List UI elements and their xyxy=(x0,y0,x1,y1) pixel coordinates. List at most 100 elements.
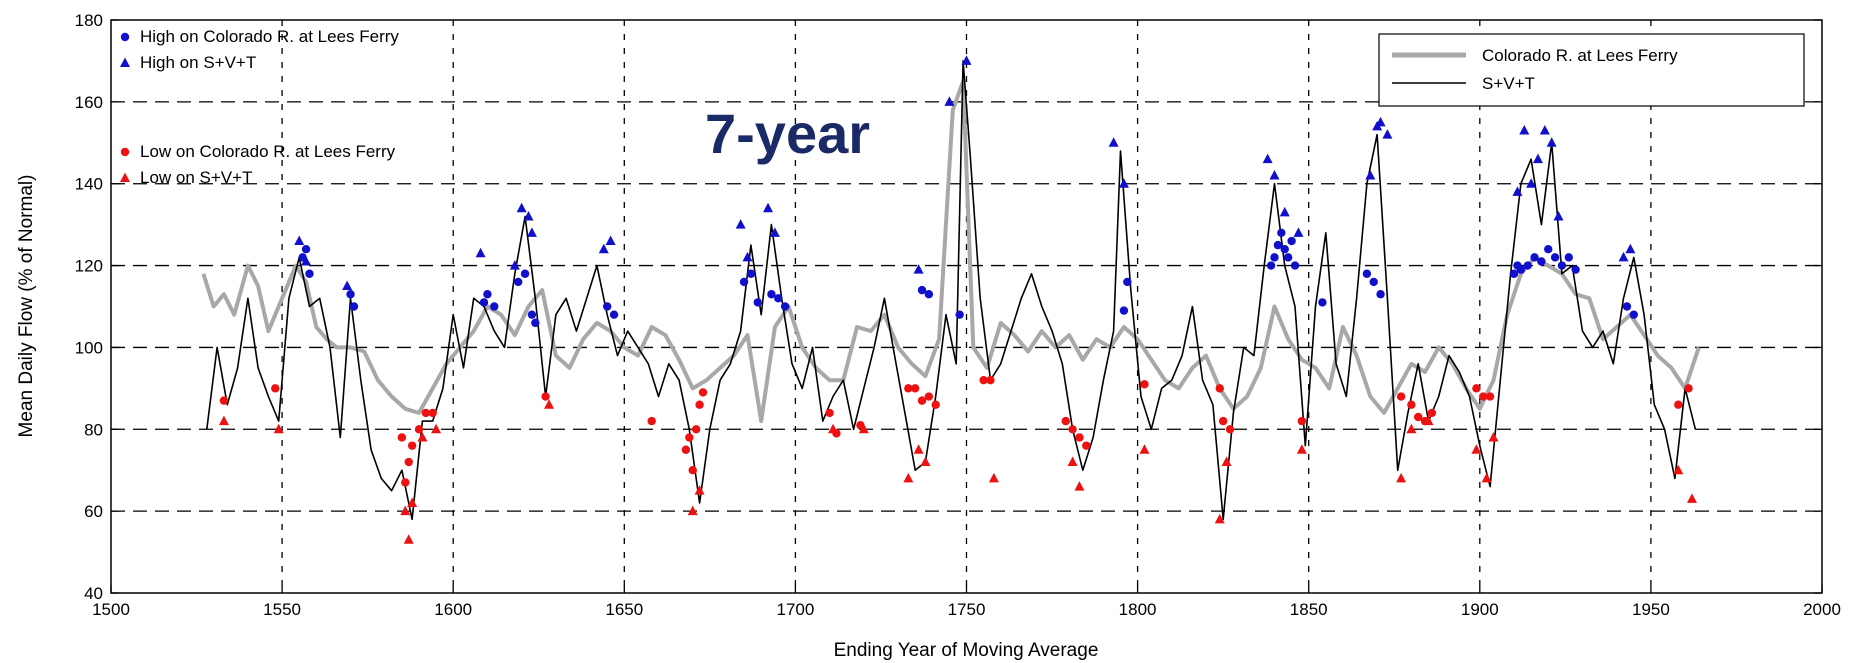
low-svt-marker xyxy=(1481,472,1492,483)
high-svt-marker xyxy=(509,260,520,270)
low-svt-marker xyxy=(858,423,869,434)
high-svt-marker xyxy=(1625,243,1636,254)
x-tick-label: 1900 xyxy=(1461,600,1499,619)
low-colorado-marker xyxy=(1407,400,1416,409)
x-axis-label: Ending Year of Moving Average xyxy=(834,640,1099,661)
low-svt-marker xyxy=(1673,464,1684,475)
low-colorado-marker xyxy=(401,478,410,487)
high-svt-marker xyxy=(742,251,753,262)
low-svt-marker xyxy=(544,399,555,409)
x-tick-label: 1500 xyxy=(92,600,130,619)
y-tick-label: 60 xyxy=(84,502,103,521)
legend-line-svt-label: S+V+T xyxy=(1482,74,1535,93)
low-svt-marker xyxy=(403,534,414,544)
legend-marker-swatch xyxy=(120,147,130,157)
low-svt-marker xyxy=(1214,513,1225,524)
high-svt-marker xyxy=(1539,125,1550,135)
low-colorado-marker xyxy=(1414,412,1423,422)
high-colorado-marker xyxy=(602,302,612,311)
high-svt-marker xyxy=(526,227,537,237)
high-colorado-marker xyxy=(520,269,530,278)
low-colorado-marker xyxy=(698,388,708,397)
y-tick-label: 80 xyxy=(84,420,103,439)
low-colorado-marker xyxy=(1082,441,1091,450)
high-svt-marker xyxy=(763,202,774,213)
high-svt-marker xyxy=(342,280,353,291)
high-svt-marker xyxy=(1532,153,1543,164)
high-colorado-marker xyxy=(1629,310,1638,319)
high-colorado-marker xyxy=(527,310,537,319)
high-svt-marker xyxy=(523,210,534,221)
y-tick-label: 120 xyxy=(75,257,103,276)
low-colorado-marker xyxy=(1485,392,1495,401)
low-svt-marker xyxy=(417,431,428,442)
low-svt-marker xyxy=(1067,456,1078,467)
legend-lines-box xyxy=(1378,33,1805,107)
high-svt-marker xyxy=(1108,137,1119,147)
overlay-label: 7-year xyxy=(705,102,870,165)
low-colorado-marker xyxy=(1140,380,1149,389)
low-svt-marker xyxy=(1488,431,1499,442)
low-colorado-marker xyxy=(219,396,229,405)
high-colorado-marker xyxy=(609,310,619,319)
legend-marker-label: Low on Colorado R. at Lees Ferry xyxy=(140,142,396,161)
high-svt-marker xyxy=(1262,153,1273,164)
low-svt-marker xyxy=(431,423,442,434)
low-colorado-marker xyxy=(1218,416,1228,426)
low-colorado-marker xyxy=(1075,433,1084,442)
low-svt-marker xyxy=(1074,481,1085,491)
high-svt-marker xyxy=(1293,227,1304,237)
high-svt-marker xyxy=(1118,178,1129,188)
high-colorado-marker xyxy=(1123,277,1132,287)
low-colorado-marker xyxy=(1297,416,1307,426)
y-tick-label: 180 xyxy=(75,11,103,30)
high-colorado-marker xyxy=(301,245,311,254)
low-colorado-marker xyxy=(1061,416,1070,426)
x-tick-label: 1650 xyxy=(605,600,643,619)
high-colorado-marker xyxy=(1273,240,1283,250)
low-svt-marker xyxy=(273,423,284,434)
legend-marker-swatch xyxy=(120,32,130,42)
high-colorado-marker xyxy=(305,269,314,278)
high-colorado-marker xyxy=(955,310,964,319)
high-colorado-marker xyxy=(1564,253,1573,262)
low-svt-marker xyxy=(1139,444,1150,454)
low-colorado-marker xyxy=(1674,400,1683,409)
low-colorado-marker xyxy=(1068,425,1077,434)
high-svt-marker xyxy=(1279,206,1290,217)
high-colorado-marker xyxy=(1270,253,1279,262)
low-svt-marker xyxy=(1396,472,1407,483)
high-svt-marker xyxy=(1269,170,1280,180)
ticks: 40 60 80 100 120 140 160 180 1500 1550 1600 1650 170… xyxy=(75,11,1841,619)
y-axis-label: Mean Daily Flow (% of Normal) xyxy=(16,175,37,438)
high-svt-marker xyxy=(516,202,527,213)
high-svt-marker xyxy=(605,235,616,246)
high-svt-marker xyxy=(1546,137,1557,147)
x-tick-label: 1950 xyxy=(1632,600,1670,619)
low-colorado-marker xyxy=(695,400,704,409)
x-tick-label: 2000 xyxy=(1803,600,1841,619)
high-colorado-marker xyxy=(1571,265,1580,274)
low-colorado-marker xyxy=(407,441,417,450)
high-colorado-marker xyxy=(1277,228,1286,238)
low-svt-marker xyxy=(828,423,839,434)
high-colorado-marker xyxy=(1550,253,1560,262)
high-svt-marker xyxy=(944,96,955,106)
series-line-svt xyxy=(206,60,1697,521)
high-colorado-marker xyxy=(1266,261,1276,270)
high-colorado-marker xyxy=(1362,269,1372,278)
low-colorado-marker xyxy=(647,416,656,426)
high-colorado-marker xyxy=(1287,236,1296,246)
low-colorado-marker xyxy=(541,392,550,401)
high-colorado-marker xyxy=(780,302,790,311)
low-colorado-marker xyxy=(1215,384,1224,393)
low-colorado-marker xyxy=(924,392,934,401)
high-svt-marker xyxy=(1519,125,1530,135)
low-svt-marker xyxy=(913,444,924,454)
low-colorado-marker xyxy=(685,433,694,442)
high-colorado-marker xyxy=(514,277,523,287)
x-tick-label: 1750 xyxy=(948,600,986,619)
low-colorado-marker xyxy=(1684,384,1693,393)
low-colorado-marker xyxy=(986,375,995,385)
high-colorado-marker xyxy=(531,318,540,328)
